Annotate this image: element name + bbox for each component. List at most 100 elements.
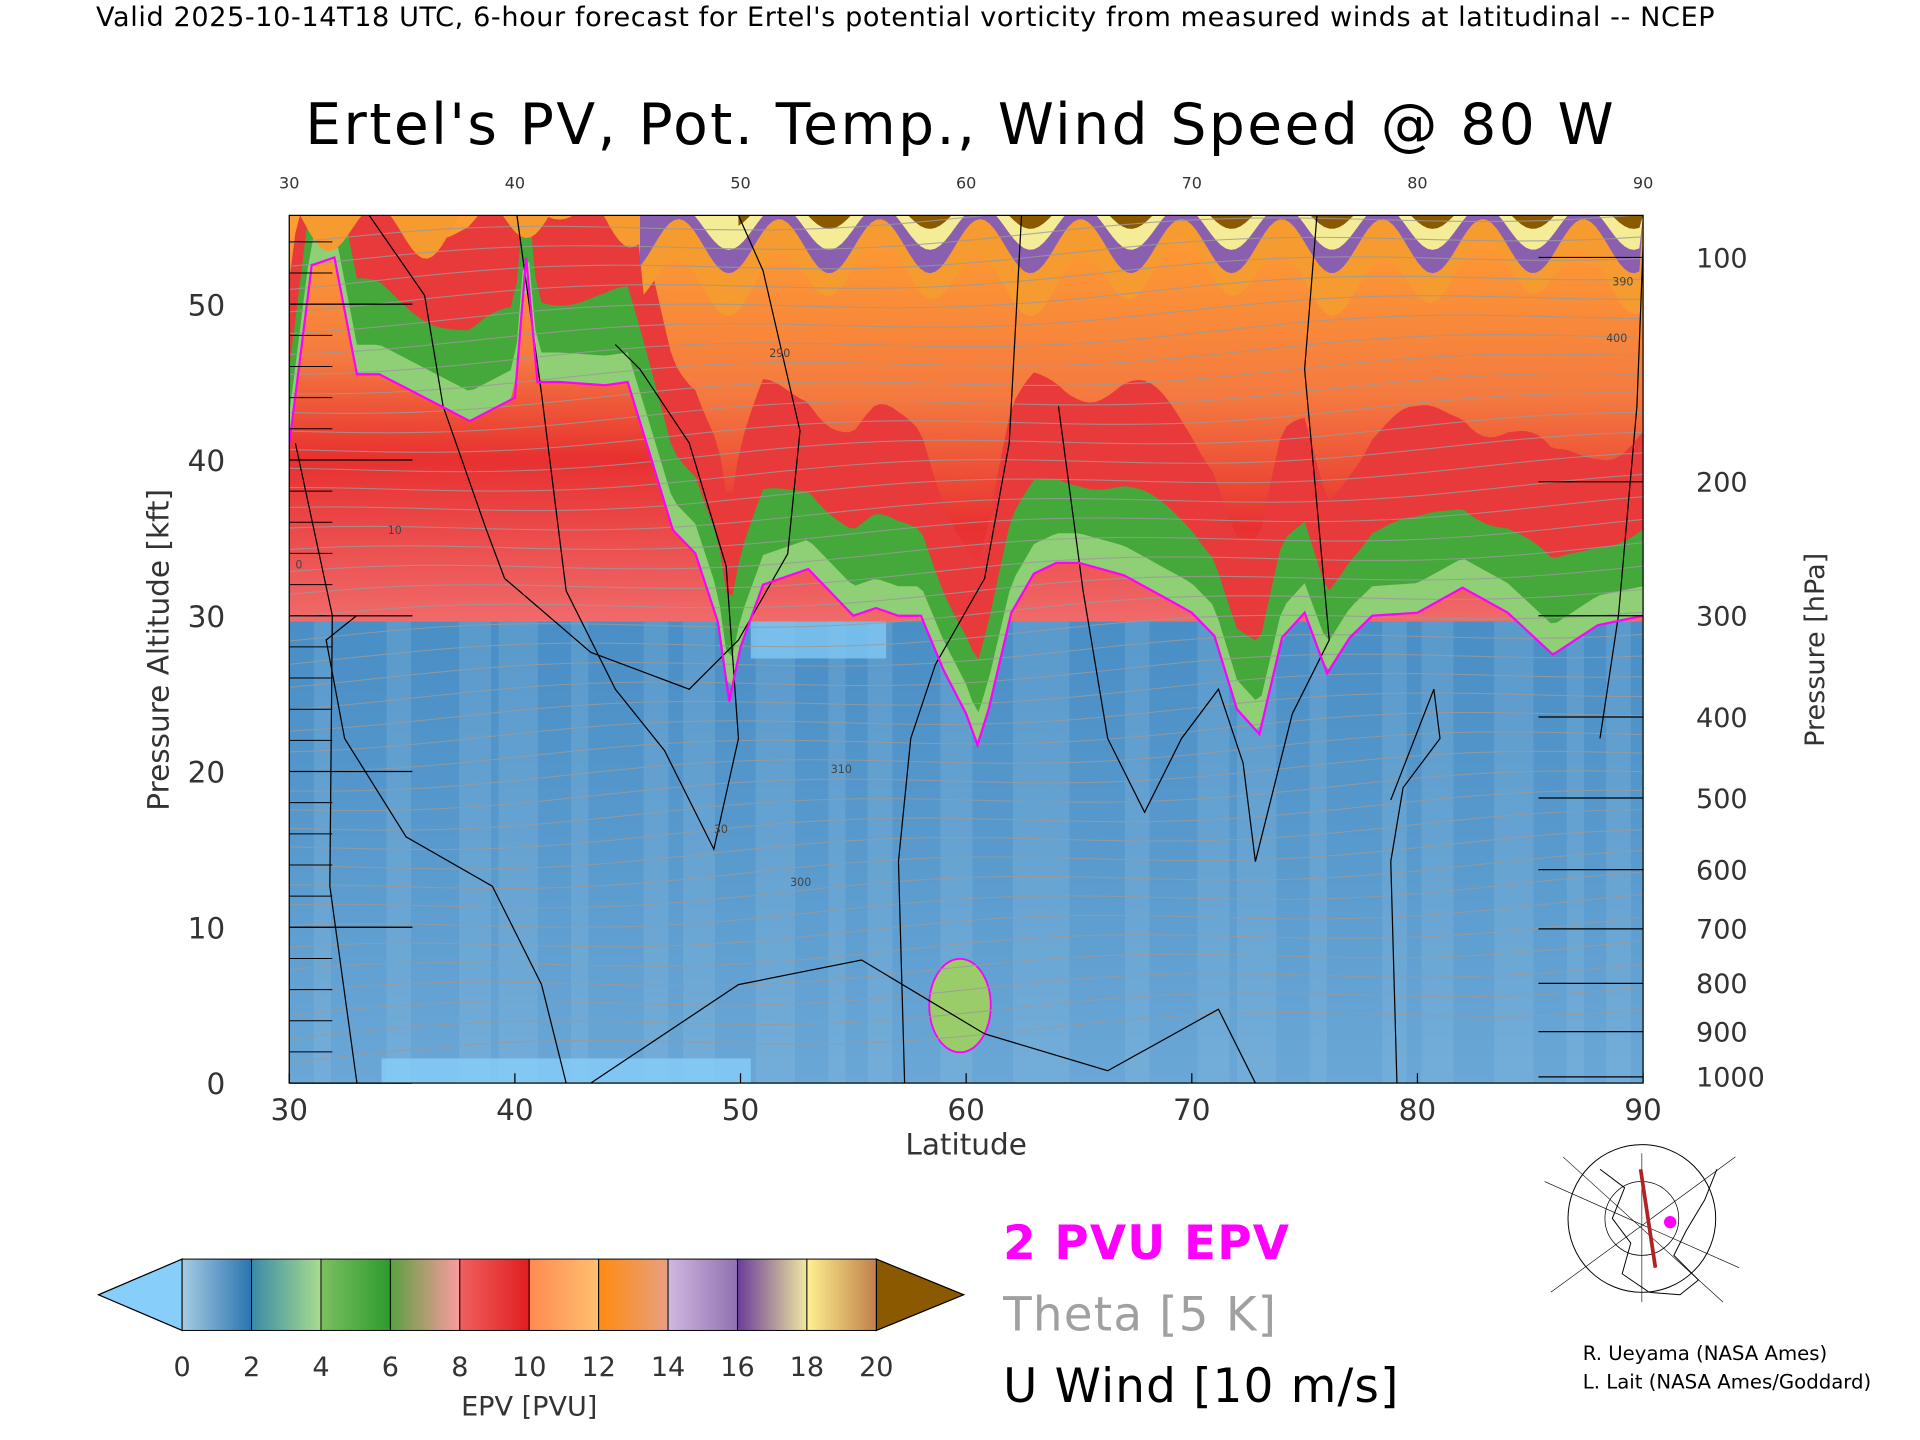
pressure-tick-label: 500 <box>1696 784 1748 815</box>
pv-over-20-band <box>738 215 1644 229</box>
colorbar-tick-label: 14 <box>651 1352 685 1383</box>
colorbar-tick-label: 20 <box>859 1352 893 1383</box>
x-tick-label: 80 <box>1399 1093 1437 1127</box>
theta-contour <box>289 916 1644 971</box>
low-pv-patch <box>381 1058 751 1084</box>
theta-contour <box>289 893 1644 948</box>
theta-contour <box>289 611 1644 665</box>
colorbar-tick-label: 0 <box>174 1352 191 1383</box>
y-tick-label: 10 <box>188 911 226 945</box>
theta-contour <box>289 431 1644 492</box>
theta-contour <box>289 353 1644 414</box>
colorbar-tick-label: 18 <box>790 1352 824 1383</box>
theta-contour <box>289 809 1644 870</box>
colorbar-segment <box>389 1258 461 1331</box>
theta-contour <box>289 452 1644 512</box>
legend-2pvu: 2 PVU EPV <box>1003 1216 1291 1271</box>
credit-1: R. Ueyama (NASA Ames) <box>1582 1341 1828 1365</box>
x-tick-label: 30 <box>270 1093 308 1127</box>
location-map-inset <box>1544 1144 1740 1303</box>
theta-contour <box>289 215 1638 268</box>
chart-title: Ertel's PV, Pot. Temp., Wind Speed @ 80 … <box>305 91 1617 158</box>
colorbar-segment <box>806 1258 877 1331</box>
theta-contour <box>289 1009 1644 1063</box>
credit-2: L. Lait (NASA Ames/Goddard) <box>1582 1369 1872 1394</box>
contour-label: 10 <box>388 524 402 537</box>
cross-section-path-line <box>1638 1168 1658 1268</box>
theta-contour <box>289 789 1644 851</box>
x-tick-label: 40 <box>496 1093 534 1127</box>
y-tick-label: 30 <box>188 600 226 634</box>
plot-frame <box>288 214 1644 1084</box>
colorbar-segment <box>320 1258 391 1331</box>
theta-contour <box>289 588 1644 642</box>
pressure-tick-label: 900 <box>1696 1018 1748 1049</box>
theta-contour <box>289 692 1644 753</box>
contour-label: 290 <box>769 347 790 360</box>
contour-label: 30 <box>714 823 728 836</box>
pv-4-6-band <box>289 215 1644 728</box>
theta-contour <box>289 215 990 244</box>
theta-contour <box>289 731 1644 792</box>
legend-theta: Theta [5 K] <box>1003 1287 1278 1342</box>
top-x-tick-label: 40 <box>505 173 525 192</box>
colorbar-tick-label: 6 <box>382 1352 399 1383</box>
colorbar-tick-label: 10 <box>512 1352 546 1383</box>
theta-contour <box>289 940 1644 993</box>
colorbar-segment <box>598 1258 669 1331</box>
y-tick-label: 50 <box>188 288 226 322</box>
colorbar-tick-label: 2 <box>243 1352 260 1383</box>
y-tick-label: 40 <box>188 444 226 478</box>
x-tick-label: 90 <box>1624 1093 1662 1127</box>
pressure-tick-label: 200 <box>1696 468 1748 499</box>
theta-contour <box>289 392 1644 453</box>
theta-contour <box>289 411 1644 473</box>
colorbar-over-arrow <box>875 1258 966 1332</box>
theta-contour <box>289 295 1644 355</box>
map-meridian <box>1550 1156 1736 1293</box>
theta-contour <box>289 711 1644 773</box>
u-wind-contour <box>1057 215 1330 862</box>
theta-contour <box>289 871 1644 928</box>
legend-u-wind: U Wind [10 m/s] <box>1003 1358 1400 1413</box>
theta-contour <box>289 673 1644 732</box>
pressure-tick-label: 600 <box>1696 856 1748 887</box>
colorbar-segment <box>251 1258 322 1331</box>
top-x-tick-label: 60 <box>956 173 976 192</box>
u-wind-contour <box>910 215 1023 739</box>
pressure-tick-label: 800 <box>1696 969 1748 1000</box>
y-axis-label: Pressure Altitude [kft] <box>142 489 176 811</box>
pressure-tick-label: 300 <box>1696 602 1748 633</box>
top-x-tick-label: 90 <box>1633 173 1653 192</box>
colorbar-segment <box>528 1258 600 1331</box>
colorbar-segment <box>667 1258 738 1331</box>
colorbar-tick-label: 4 <box>312 1352 329 1383</box>
pressure-tick-label: 700 <box>1696 915 1748 946</box>
pressure-tick-label: 100 <box>1696 243 1748 274</box>
theta-contour <box>289 565 1644 619</box>
theta-contour <box>289 849 1644 909</box>
colorbar-segment <box>736 1258 808 1331</box>
y-tick-label: 20 <box>188 756 226 790</box>
top-x-tick-label: 50 <box>730 173 750 192</box>
theta-contour <box>289 653 1644 711</box>
theta-contour <box>289 275 1644 335</box>
theta-contour <box>289 829 1644 889</box>
theta-contour <box>289 750 1644 812</box>
top-x-tick-label: 30 <box>279 173 299 192</box>
map-coastline <box>1599 1168 1718 1296</box>
colorbar-tick-label: 12 <box>581 1352 615 1383</box>
contour-label: 390 <box>1612 276 1633 289</box>
x-tick-label: 60 <box>947 1093 985 1127</box>
u-wind-contour <box>325 614 567 1084</box>
contour-label: 0 <box>295 559 302 572</box>
header-text: Valid 2025-10-14T18 UTC, 6-hour forecast… <box>96 2 1716 34</box>
pressure-tick-label: 1000 <box>1696 1063 1765 1094</box>
theta-contour <box>289 256 1644 313</box>
colorbar-tick-label: 16 <box>720 1352 754 1383</box>
contour-label: 400 <box>1606 332 1627 345</box>
top-x-tick-label: 80 <box>1407 173 1427 192</box>
u-wind-contour <box>590 959 1256 1084</box>
u-wind-contour <box>294 442 358 1084</box>
